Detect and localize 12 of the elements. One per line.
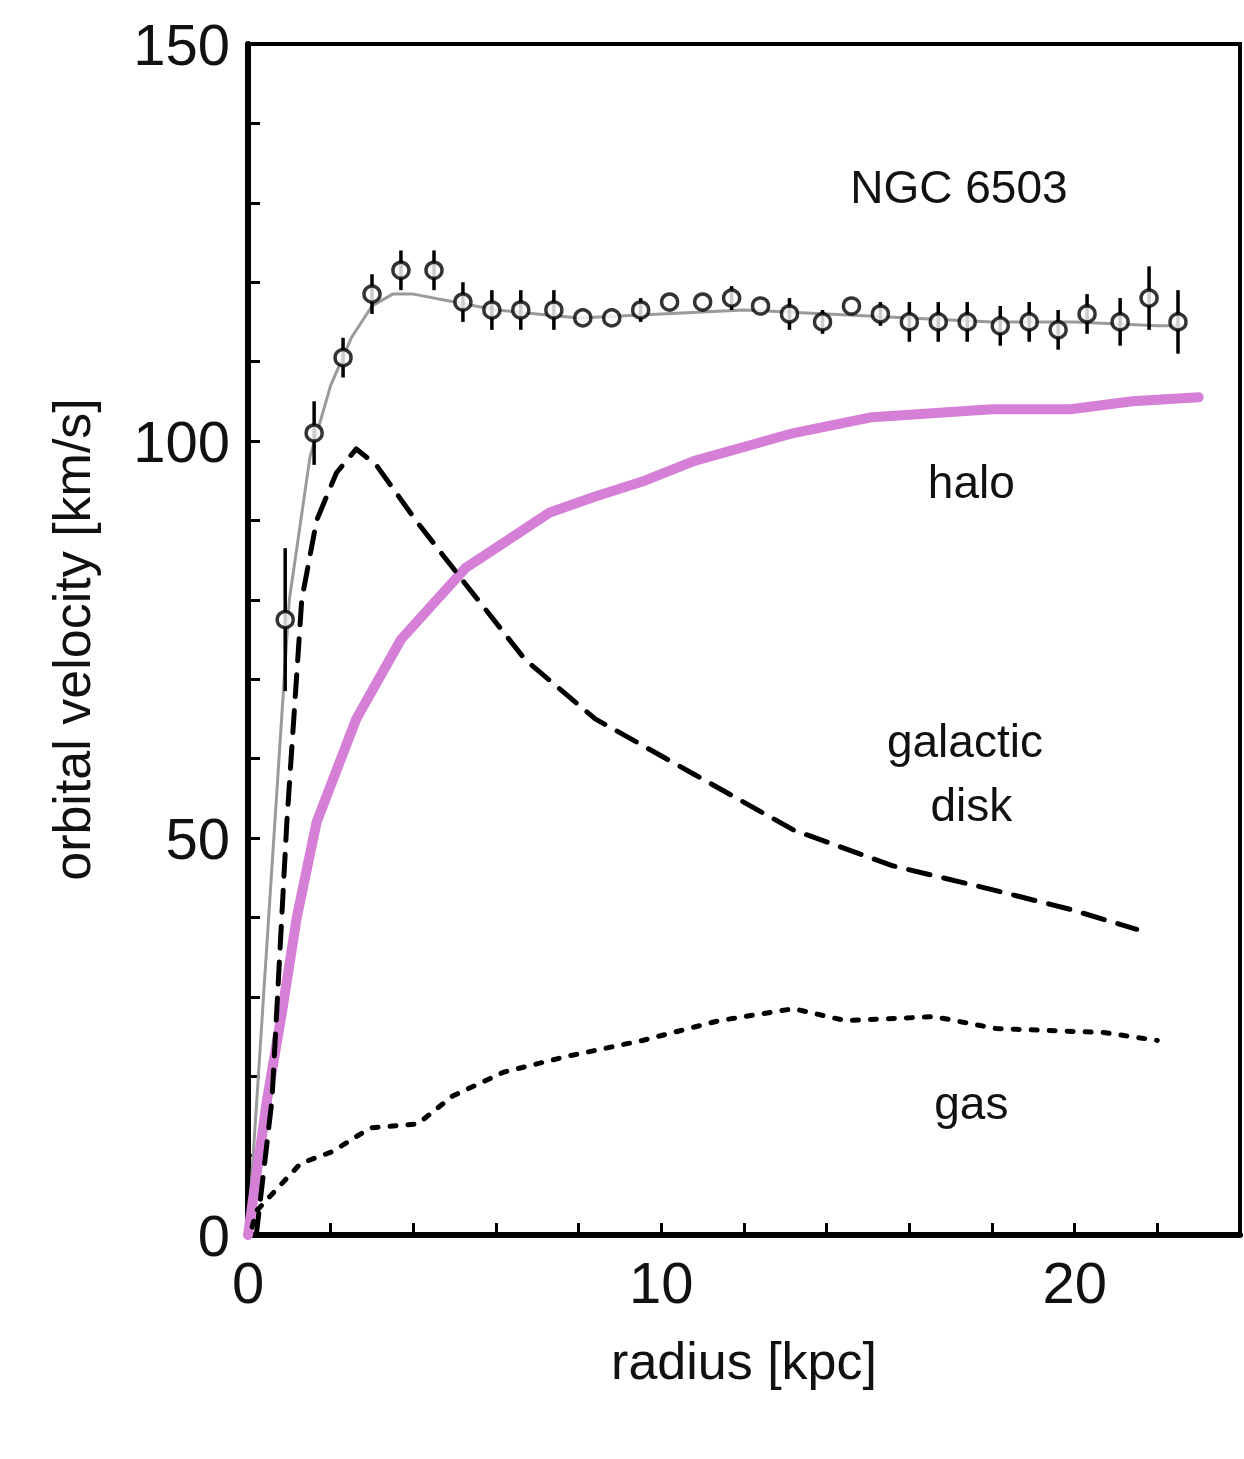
y-tick-label: 50 [165,805,230,871]
series-label: galactic disk [886,715,1056,832]
series-label: gas [934,1077,1009,1130]
y-tick-label: 100 [133,408,230,474]
x-tick-label: 20 [1042,1249,1107,1315]
series-label: NGC 6503 [850,160,1068,213]
x-axis-title: radius [kpc] [611,1332,877,1390]
series-label: halo [927,456,1015,509]
x-tick-label: 10 [629,1249,694,1315]
y-tick-label: 150 [133,11,230,77]
y-axis-title: orbital velocity [km/s] [43,398,101,881]
y-tick-label: 0 [197,1202,230,1268]
